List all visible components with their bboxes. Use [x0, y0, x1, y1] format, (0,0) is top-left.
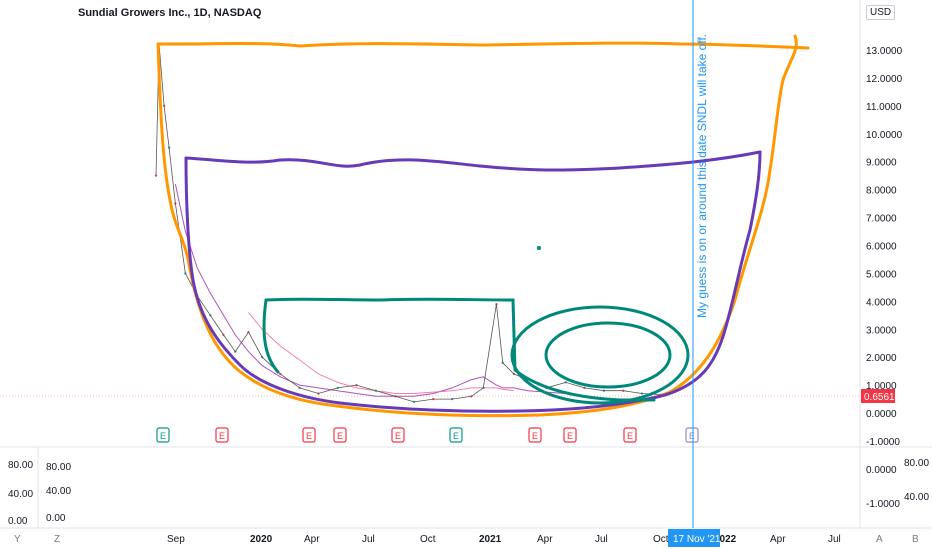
indicator-tick-right: 0.0000: [866, 465, 897, 476]
earnings-event-marker[interactable]: E: [528, 427, 542, 443]
teal-drawing-ellipse-outer: [510, 305, 690, 405]
price-tick-label: 2.0000: [866, 353, 897, 364]
price-tick-label: 6.0000: [866, 242, 897, 253]
indicator-tick-left: 40.00: [8, 489, 33, 500]
teal-drawing-box-left: [262, 298, 280, 374]
svg-text:E: E: [627, 431, 633, 441]
moving-average-lines: [174, 183, 566, 397]
earnings-event-marker[interactable]: E: [156, 427, 170, 443]
current-price-label: 0.6561: [864, 392, 895, 403]
time-axis-label: 2020: [250, 534, 273, 545]
time-axis-label: 2021: [479, 534, 502, 545]
earnings-event-marker[interactable]: E: [391, 427, 405, 443]
indicator-axis-ticks: 80.00 40.00 0.00 80.00 40.00 0.00 0.0000 -1.000…: [8, 458, 929, 527]
indicator-tick-left: 0.00: [8, 516, 28, 527]
orange-drawing-top: [156, 41, 810, 50]
price-tick-label: 4.0000: [866, 297, 897, 308]
moving-average-line: [174, 183, 566, 397]
svg-text:E: E: [219, 431, 225, 441]
price-tick-label: 10.0000: [866, 130, 903, 141]
time-axis-label: Oct: [653, 534, 669, 545]
time-axis-label: Jul: [362, 534, 375, 545]
time-axis-label: Apr: [770, 534, 786, 545]
indicator-tick-left-2: 0.00: [46, 513, 66, 524]
time-axis-label: 2022: [714, 534, 737, 545]
price-tick-label: 11.0000: [866, 102, 902, 113]
time-axis-labels: Sep 2020 Apr Jul Oct 2021 Apr Jul Oct 2022 Apr Jul: [167, 534, 841, 545]
current-price-badge: [861, 389, 895, 403]
teal-drawing-box: [264, 297, 656, 402]
earnings-event-marker[interactable]: E: [623, 427, 637, 443]
annotation-date-badge: [668, 529, 720, 547]
indicator-tick-right: -1.0000: [866, 499, 900, 510]
annotation-date-label: 17 Nov '21: [673, 534, 721, 545]
price-tick-label: 1.0000: [866, 381, 897, 392]
svg-text:E: E: [689, 431, 695, 441]
bottom-button-a[interactable]: A: [876, 534, 883, 545]
moving-average-line: [248, 312, 514, 394]
price-axis-ticks: 13.0000 12.0000 11.0000 10.0000 9.0000 8.0000…: [866, 46, 903, 448]
price-tick-label: 9.0000: [866, 158, 897, 169]
price-tick-label: 8.0000: [866, 186, 897, 197]
svg-text:E: E: [532, 431, 538, 441]
annotation-text: My guess is on or around this date SNDL …: [695, 34, 709, 318]
indicator-tick-right-2: 40.00: [904, 492, 929, 503]
earnings-event-marker[interactable]: E: [333, 427, 347, 443]
currency-selector[interactable]: USD: [866, 5, 896, 20]
bottom-button-b[interactable]: B: [912, 534, 919, 545]
earnings-event-marker[interactable]: E: [302, 427, 316, 443]
price-tick-label: -1.0000: [866, 437, 900, 448]
earnings-event-marker[interactable]: E: [685, 427, 699, 443]
indicator-tick-left: 80.00: [8, 460, 33, 471]
price-tick-label: 12.0000: [866, 74, 903, 85]
teal-drawing-ellipse-inner: [544, 321, 672, 389]
indicator-tick-left-2: 80.00: [46, 462, 71, 473]
time-axis-label: Apr: [304, 534, 320, 545]
indicator-tick-left-2: 40.00: [46, 486, 71, 497]
time-axis-label: Apr: [537, 534, 553, 545]
earnings-event-marker[interactable]: E: [449, 427, 463, 443]
purple-drawing-top: [184, 150, 762, 172]
svg-text:E: E: [395, 431, 401, 441]
svg-text:E: E: [453, 431, 459, 441]
time-axis-label: Oct: [420, 534, 436, 545]
price-path: [155, 44, 662, 403]
orange-drawing-cup: [156, 34, 798, 418]
purple-drawing-cup: [184, 150, 762, 413]
price-tick-label: 7.0000: [866, 214, 897, 225]
earnings-event-marker[interactable]: E: [563, 427, 577, 443]
teal-dot: [537, 246, 541, 250]
price-tick-label: 13.0000: [866, 46, 903, 57]
price-tick-label: 5.0000: [866, 269, 897, 280]
time-axis-label: Jul: [828, 534, 841, 545]
time-axis-label: Sep: [167, 534, 185, 545]
price-tick-label: 3.0000: [866, 325, 897, 336]
time-axis-label: Jul: [595, 534, 608, 545]
price-tick-label: 0.0000: [866, 409, 897, 420]
svg-text:E: E: [337, 431, 343, 441]
indicator-tick-right-2: 80.00: [904, 458, 929, 469]
svg-text:E: E: [567, 431, 573, 441]
earnings-event-marker[interactable]: E: [215, 427, 229, 443]
bottom-button-y[interactable]: Y: [14, 534, 21, 545]
symbol-title: Sundial Growers Inc., 1D, NASDAQ: [78, 7, 262, 19]
bottom-button-z[interactable]: Z: [54, 534, 61, 545]
svg-text:E: E: [306, 431, 312, 441]
price-series: [154, 43, 663, 404]
svg-text:E: E: [160, 431, 166, 441]
